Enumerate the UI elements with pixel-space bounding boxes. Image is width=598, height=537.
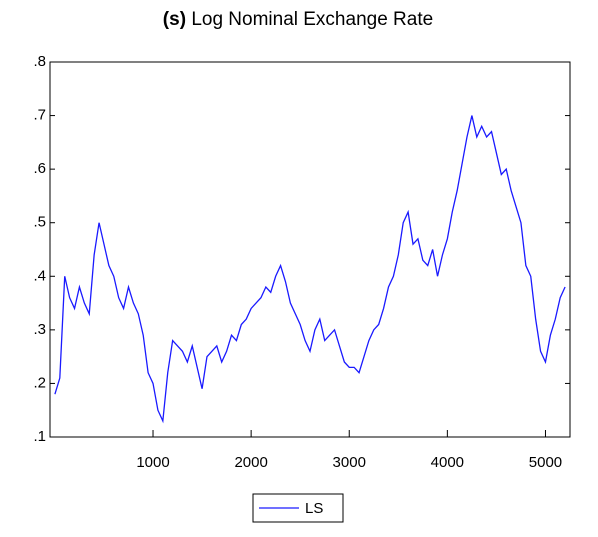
x-tick-label: 5000 [529, 454, 562, 471]
chart-title: Log Nominal Exchange Rate [191, 9, 433, 30]
x-tick-label: 2000 [234, 454, 267, 471]
y-tick-label: .1 [33, 428, 46, 445]
y-tick-label: .4 [33, 267, 46, 284]
y-tick-label: .7 [33, 107, 46, 124]
y-tick-label: .6 [33, 160, 46, 177]
x-tick-label: 4000 [431, 454, 464, 471]
y-tick-label: .2 [33, 374, 46, 391]
y-tick-label: .8 [33, 53, 46, 70]
chart-title-label: (s) [163, 9, 186, 30]
legend-label: LS [305, 500, 323, 517]
legend-box [252, 493, 344, 523]
y-tick-label: .3 [33, 321, 46, 338]
y-tick-label: .5 [33, 214, 46, 231]
x-tick-label: 3000 [333, 454, 366, 471]
plot-frame [49, 61, 571, 438]
x-tick-label: 1000 [136, 454, 169, 471]
chart-title-group: (s) Log Nominal Exchange Rate [163, 9, 433, 30]
data-line [54, 115, 566, 424]
